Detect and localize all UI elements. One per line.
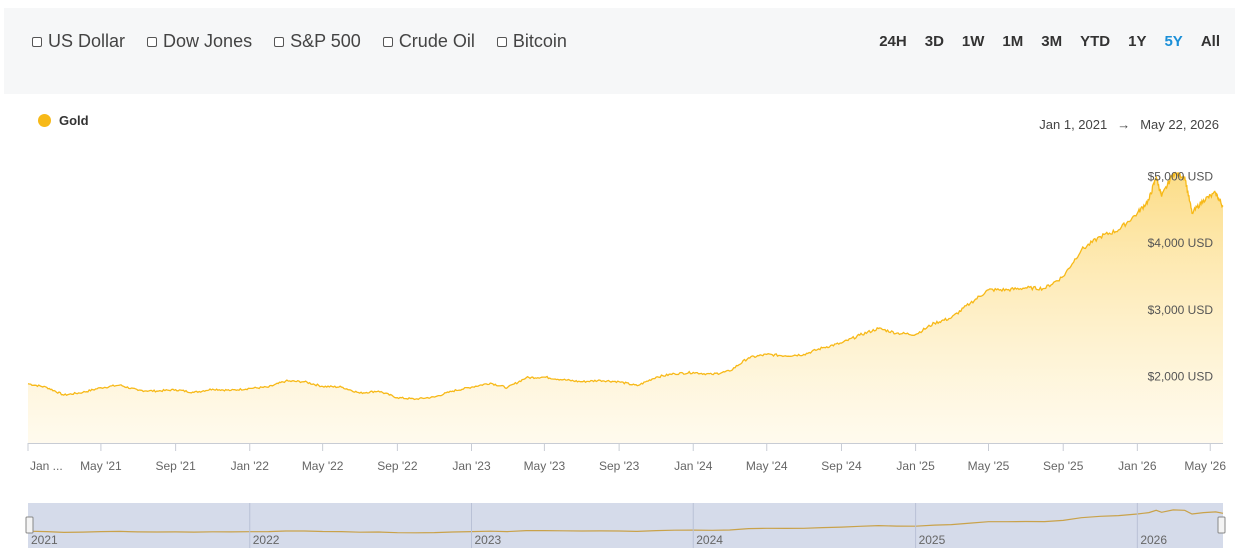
chart-legend[interactable]: Gold <box>38 113 89 128</box>
range-1w[interactable]: 1W <box>961 33 985 50</box>
x-tick-label: Jan ... <box>30 459 63 473</box>
range-3d[interactable]: 3D <box>924 33 944 50</box>
range-3m[interactable]: 3M <box>1041 33 1063 50</box>
legend-marker-icon <box>38 114 51 127</box>
x-tick-label: May '25 <box>968 459 1010 473</box>
x-tick-label: Jan '26 <box>1118 459 1157 473</box>
range-1y[interactable]: 1Y <box>1128 33 1147 50</box>
x-tick-label: Sep '21 <box>155 459 196 473</box>
compare-crude-oil[interactable]: Crude Oil <box>382 31 475 52</box>
compare-label: US Dollar <box>48 31 126 51</box>
date-range-end: May 22, 2026 <box>1140 117 1219 132</box>
x-tick-label: Jan '25 <box>896 459 935 473</box>
checkbox-icon[interactable] <box>274 36 285 47</box>
date-range-arrow: → <box>1117 117 1131 132</box>
x-tick-label: May '24 <box>746 459 788 473</box>
navigator-year-label: 2024 <box>696 533 723 547</box>
compare-label: Bitcoin <box>512 31 567 51</box>
x-tick-label: May '23 <box>524 459 566 473</box>
navigator-right-handle[interactable] <box>1217 516 1226 534</box>
navigator-year-label: 2026 <box>1140 533 1167 547</box>
compare-label: Dow Jones <box>163 31 253 51</box>
range-1m[interactable]: 1M <box>1002 33 1024 50</box>
x-tick-label: May '22 <box>302 459 344 473</box>
checkbox-icon[interactable] <box>32 36 42 47</box>
navigator-year-label: 2021 <box>31 533 58 547</box>
gold-area-fill <box>28 172 1223 444</box>
navigator-year-label: 2025 <box>919 533 946 547</box>
y-tick-label: $2,000 USD <box>1148 369 1214 383</box>
range-24h[interactable]: 24H <box>879 33 907 50</box>
x-tick-label: Jan '23 <box>452 459 491 473</box>
gold-series-line[interactable] <box>27 171 1224 401</box>
checkbox-icon[interactable] <box>382 36 393 47</box>
navigator-year-label: 2023 <box>474 533 501 547</box>
compare-us-dollar[interactable]: US Dollar <box>32 31 125 52</box>
y-tick-label: $5,000 USD <box>1148 170 1214 184</box>
y-tick-label: $4,000 USD <box>1148 236 1214 250</box>
navigator-left-handle[interactable] <box>25 516 34 534</box>
range-all[interactable]: All <box>1200 33 1220 50</box>
date-range: Jan 1, 2021 → May 22, 2026 <box>1039 117 1219 132</box>
navigator-year-label: 2022 <box>253 533 280 547</box>
compare-label: Crude Oil <box>398 31 475 51</box>
x-tick-label: May '21 <box>80 459 122 473</box>
compare-options: US Dollar Dow Jones S&P 500 Crude Oil Bi… <box>32 31 567 52</box>
x-tick-label: Jan '22 <box>231 459 270 473</box>
compare-bitcoin[interactable]: Bitcoin <box>496 31 567 52</box>
navigator-series-line <box>27 509 1224 534</box>
x-tick-label: May '26 <box>1184 459 1226 473</box>
toolbar: US Dollar Dow Jones S&P 500 Crude Oil Bi… <box>4 8 1235 94</box>
x-tick-label: Sep '25 <box>1043 459 1084 473</box>
y-tick-label: $3,000 USD <box>1148 303 1214 317</box>
x-tick-label: Jan '24 <box>674 459 713 473</box>
navigator-window[interactable] <box>28 503 1223 548</box>
time-range-selector: 24H 3D 1W 1M 3M YTD 1Y 5Y All <box>870 33 1229 50</box>
x-tick-label: Sep '22 <box>377 459 418 473</box>
date-range-start: Jan 1, 2021 <box>1039 117 1108 132</box>
range-ytd[interactable]: YTD <box>1080 33 1111 50</box>
compare-sp500[interactable]: S&P 500 <box>274 31 361 52</box>
legend-label: Gold <box>59 113 89 128</box>
range-5y[interactable]: 5Y <box>1164 33 1183 50</box>
x-tick-label: Sep '24 <box>821 459 862 473</box>
compare-label: S&P 500 <box>290 31 361 51</box>
x-tick-label: Sep '23 <box>599 459 640 473</box>
checkbox-icon[interactable] <box>496 36 507 47</box>
checkbox-icon[interactable] <box>147 36 158 47</box>
compare-dow-jones[interactable]: Dow Jones <box>147 31 252 52</box>
